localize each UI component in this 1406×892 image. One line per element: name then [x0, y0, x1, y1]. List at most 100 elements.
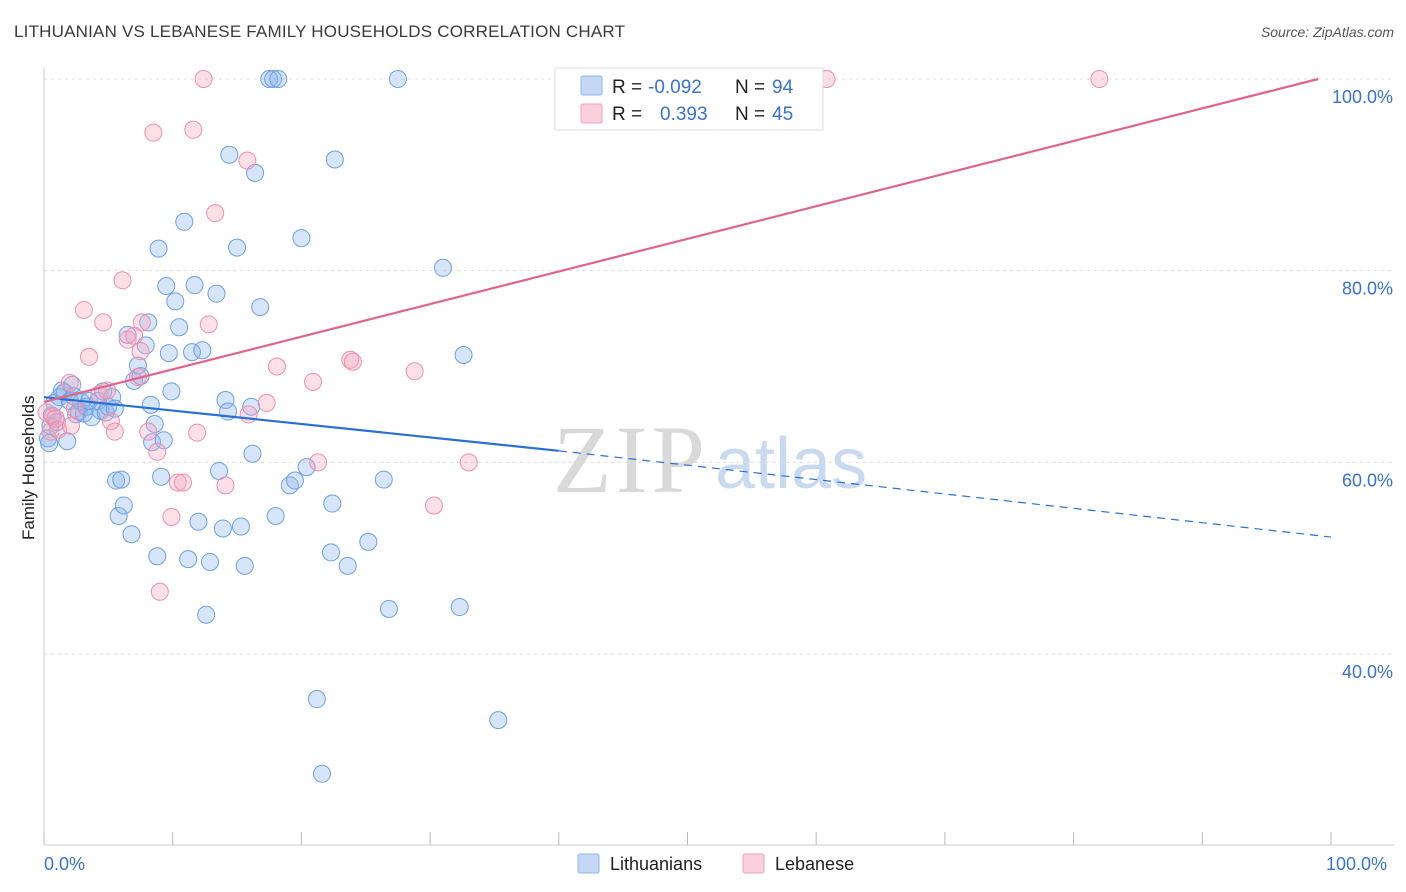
lebanese-point — [105, 422, 124, 441]
lebanese-point — [459, 453, 478, 472]
lebanese-point — [238, 151, 257, 170]
lithuanian-point — [323, 494, 342, 513]
lebanese-point — [341, 350, 360, 369]
lebanese-point — [44, 407, 63, 426]
lithuanian-point — [166, 292, 185, 311]
y-tick-label-80: 80.0% — [1342, 279, 1393, 299]
legend-r-value-lebanese: 0.393 — [660, 104, 708, 125]
legend-swatch-lithuanians — [580, 75, 603, 96]
watermark-atlas: atlas — [715, 424, 867, 504]
series-swatch-lebanese — [742, 853, 765, 874]
legend-n-label-2: N = — [735, 104, 765, 125]
lithuanian-point — [266, 507, 285, 525]
lebanese-point — [199, 315, 218, 334]
lebanese-point — [65, 399, 84, 418]
lebanese-point — [132, 313, 151, 332]
lebanese-point — [309, 453, 328, 472]
lebanese-point — [162, 507, 181, 526]
lebanese-point — [148, 442, 167, 461]
series-label-lebanese: Lebanese — [775, 854, 854, 874]
lebanese-point — [101, 412, 120, 431]
lithuanian-point — [175, 212, 194, 231]
lithuanian-point — [312, 764, 331, 783]
lithuanian-point — [112, 470, 131, 489]
lithuanian-point — [264, 70, 283, 88]
lithuanian-point — [143, 433, 162, 452]
lebanese-point — [80, 347, 99, 366]
lithuanian-point — [162, 382, 181, 401]
lithuanian-point — [307, 690, 326, 709]
lithuanian-point — [197, 605, 216, 624]
series-swatch-lithuanians — [577, 853, 600, 874]
lithuanian-point — [159, 344, 178, 363]
lithuanian-point — [322, 543, 341, 562]
lithuanian-point — [292, 229, 311, 248]
lithuanian-point — [269, 70, 288, 88]
lebanese-point — [46, 409, 65, 428]
lithuanian-point — [114, 496, 133, 515]
lithuanian-point — [260, 70, 279, 88]
y-axis-label: Family Households — [19, 395, 38, 540]
lebanese-point — [94, 313, 113, 332]
lebanese-point — [188, 423, 207, 442]
lithuanian-point — [148, 547, 167, 566]
lithuanian-point — [63, 375, 82, 394]
lebanese-point — [194, 70, 213, 88]
lithuanian-point — [216, 391, 235, 410]
lithuanian-point — [450, 598, 469, 617]
lithuanian-point — [207, 284, 226, 303]
lebanese-point — [41, 422, 60, 441]
lebanese-point — [184, 120, 203, 139]
lebanese-point — [303, 372, 322, 391]
lithuanian-point — [285, 471, 304, 490]
lebanese-points — [37, 70, 1109, 601]
lithuanian-point — [388, 70, 407, 88]
series-legend: Lithuanians Lebanese — [577, 853, 854, 874]
lithuanian-point — [433, 258, 452, 277]
lithuanian-point — [201, 553, 220, 571]
correlation-legend: R = -0.092 N = 94 R = 0.393 N = 45 — [554, 67, 824, 131]
lithuanian-point — [139, 313, 158, 332]
gridlines — [44, 78, 1395, 655]
lebanese-point — [343, 352, 362, 371]
lebanese-point — [216, 476, 235, 495]
lebanese-point — [1090, 70, 1109, 88]
lithuanian-point — [109, 507, 128, 525]
y-tick-label-60: 60.0% — [1342, 470, 1393, 490]
lithuanian-trend-line — [43, 396, 559, 452]
lithuanian-point — [297, 458, 316, 477]
lithuanian-trend-extension — [558, 450, 1332, 538]
lithuanian-point — [280, 476, 299, 495]
y-tick-label-100: 100.0% — [1332, 87, 1393, 107]
lithuanian-point — [152, 467, 171, 486]
lebanese-point — [168, 473, 187, 492]
lithuanian-point — [213, 519, 232, 538]
lithuanian-point — [379, 599, 398, 618]
lebanese-point — [239, 405, 258, 424]
lithuanian-point — [325, 150, 344, 169]
lithuanian-point — [454, 346, 473, 364]
lithuanian-point — [231, 517, 250, 536]
lithuanian-point — [179, 550, 198, 569]
y-tick-labels: 40.0% 60.0% 80.0% 100.0% — [1332, 87, 1393, 682]
legend-r-label-1: R = — [612, 77, 642, 98]
lebanese-point — [60, 373, 79, 392]
lithuanian-point — [170, 318, 189, 337]
lithuanian-point — [220, 145, 239, 164]
lithuanian-point — [122, 525, 141, 544]
lithuanian-point — [235, 556, 254, 575]
lithuanian-point — [251, 298, 270, 317]
lebanese-point — [62, 416, 81, 435]
lithuanian-point — [145, 415, 164, 433]
legend-n-value-lithuanians: 94 — [772, 77, 794, 98]
lebanese-point — [257, 393, 276, 412]
legend-swatch-lebanese — [580, 103, 603, 124]
lebanese-point — [144, 123, 163, 142]
lebanese-point — [139, 422, 158, 441]
lithuanian-point — [359, 532, 378, 551]
lithuanian-point — [154, 431, 173, 450]
lithuanian-point — [228, 238, 247, 257]
lebanese-point — [150, 582, 169, 601]
lithuanian-point — [136, 336, 155, 355]
